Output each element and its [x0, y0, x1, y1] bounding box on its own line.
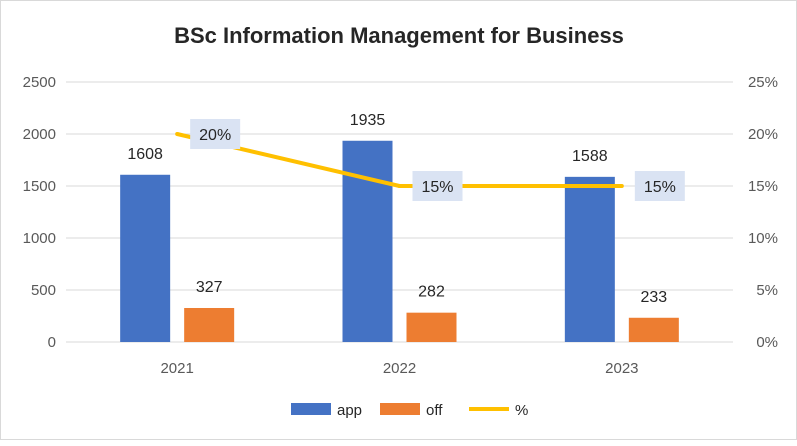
line-point — [619, 184, 624, 188]
bar-off — [628, 317, 679, 342]
category-label: 2021 — [160, 360, 193, 377]
right-axis-tick-label: 0% — [756, 334, 778, 351]
left-axis-tick-label: 0 — [48, 334, 56, 351]
bar-value-label: 1935 — [350, 112, 386, 129]
percent-label-box — [190, 119, 241, 149]
bar-app — [564, 176, 615, 342]
legend: app off% — [291, 402, 528, 419]
left-axis-tick-label: 500 — [31, 282, 56, 299]
right-axis-tick-label: 20% — [748, 126, 778, 143]
bars — [120, 140, 679, 342]
bar-app — [342, 140, 393, 342]
bar-value-label: 233 — [640, 289, 667, 306]
legend-swatch-app — [291, 403, 331, 415]
right-axis-tick-label: 5% — [756, 282, 778, 299]
legend-swatch-off — [380, 403, 420, 415]
bar-value-label: 327 — [196, 279, 223, 296]
percent-value-label: 20% — [199, 127, 231, 144]
left-axis-tick-label: 1000 — [23, 230, 56, 247]
left-axis-tick-label: 2500 — [23, 74, 56, 91]
bar-app — [120, 174, 171, 342]
bar-off — [184, 307, 235, 342]
right-axis-tick-label: 25% — [748, 74, 778, 91]
bar-off — [406, 312, 457, 342]
legend-label-%: % — [515, 402, 528, 419]
right-axis-ticks: 0% 5% 10% 15% 20% 25% — [748, 74, 778, 351]
left-axis-tick-label: 1500 — [23, 178, 56, 195]
line-% — [176, 132, 622, 188]
line-point — [397, 184, 402, 188]
category-label: 2022 — [383, 360, 416, 377]
legend-label-off: off — [426, 402, 443, 419]
data-labels: 1608 327 1935 282 1588 233 20% 15% 15% — [127, 112, 685, 306]
percent-value-label: 15% — [421, 179, 453, 196]
percent-label-box — [634, 171, 685, 201]
right-axis-tick-label: 10% — [748, 230, 778, 247]
bar-value-label: 1608 — [127, 146, 163, 163]
category-axis-labels: 2021 2022 2023 — [160, 360, 638, 377]
right-axis-tick-label: 15% — [748, 178, 778, 195]
line-point — [175, 132, 180, 136]
percent-line — [175, 132, 624, 188]
category-label: 2023 — [605, 360, 638, 377]
percent-value-label: 15% — [644, 179, 676, 196]
bar-value-label: 1588 — [572, 148, 608, 165]
left-axis-tick-label: 2000 — [23, 126, 56, 143]
legend-label-app: app — [337, 402, 362, 419]
left-axis-ticks: 0 500 1000 1500 2000 2500 — [23, 74, 56, 351]
bar-value-label: 282 — [418, 284, 445, 301]
chart-title: BSc Information Management for Business — [174, 23, 624, 48]
percent-label-box — [412, 171, 463, 201]
